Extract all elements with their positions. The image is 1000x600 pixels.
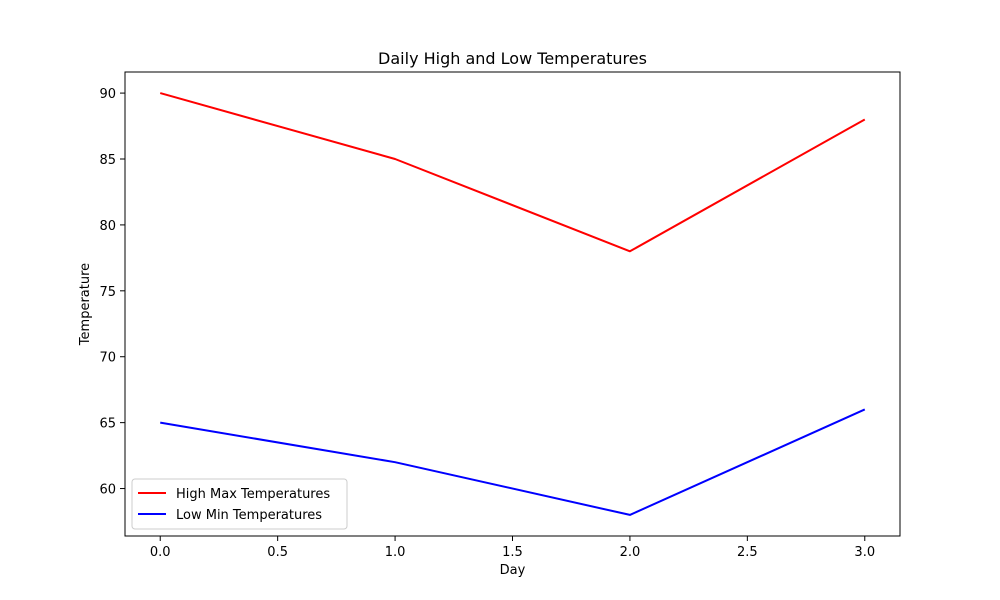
legend-label-high: High Max Temperatures <box>176 487 330 502</box>
x-tick-label: 1.5 <box>502 545 523 560</box>
x-axis-label: Day <box>500 563 526 578</box>
legend: High Max Temperatures Low Min Temperature… <box>131 478 348 530</box>
series-line-high <box>159 92 866 253</box>
y-tick-label: 80 <box>99 219 116 234</box>
legend-label-low: Low Min Temperatures <box>176 508 322 523</box>
plot-area <box>159 92 866 516</box>
y-tick-label: 65 <box>99 417 116 432</box>
x-axis: 0.0 0.5 1.0 1.5 2.0 2.5 3.0 <box>150 536 875 560</box>
series-line-low <box>160 408 866 516</box>
y-tick-label: 90 <box>99 87 116 102</box>
y-axis: 60 65 70 75 80 85 90 <box>99 87 125 498</box>
x-tick-label: 3.0 <box>854 545 875 560</box>
legend-box <box>131 478 348 530</box>
y-tick-label: 70 <box>99 351 116 366</box>
chart-title: Daily High and Low Temperatures <box>378 49 647 68</box>
x-tick-label: 2.5 <box>737 545 758 560</box>
x-tick-label: 0.5 <box>267 545 288 560</box>
y-tick-label: 60 <box>99 483 116 498</box>
y-tick-label: 75 <box>99 285 116 300</box>
x-tick-label: 2.0 <box>620 545 641 560</box>
x-tick-label: 0.0 <box>150 545 171 560</box>
y-tick-label: 85 <box>99 153 116 168</box>
y-axis-label: Temperature <box>78 263 93 346</box>
x-tick-label: 1.0 <box>385 545 406 560</box>
